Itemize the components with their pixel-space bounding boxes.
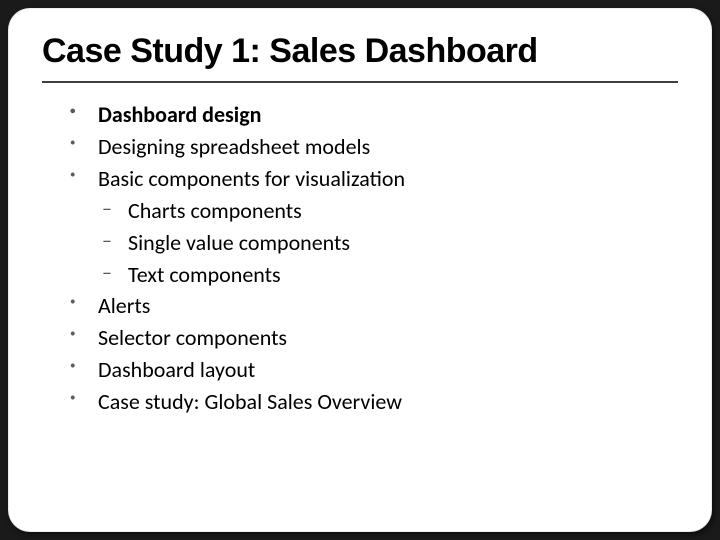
list-item-text: Dashboard layout <box>98 356 255 383</box>
sub-bullet-list: Charts components Single value component… <box>98 195 678 291</box>
sub-list-item: Charts components <box>128 195 678 227</box>
list-item-text: Basic components for visualization <box>98 165 405 192</box>
slide-title: Case Study 1: Sales Dashboard <box>42 32 678 71</box>
list-item: Basic components for visualization Chart… <box>98 163 678 291</box>
title-divider <box>42 81 678 83</box>
sub-list-item: Text components <box>128 259 678 291</box>
list-item: Selector components <box>98 322 678 354</box>
sub-list-item: Single value components <box>128 227 678 259</box>
list-item: Dashboard design <box>98 99 678 131</box>
slide-frame: Case Study 1: Sales Dashboard Dashboard … <box>8 8 712 532</box>
sub-list-item-text: Single value components <box>128 229 350 256</box>
slide-body: Dashboard design Designing spreadsheet m… <box>42 97 678 418</box>
sub-list-item-text: Charts components <box>128 197 302 224</box>
list-item: Designing spreadsheet models <box>98 131 678 163</box>
list-item-text: Selector components <box>98 324 287 351</box>
list-item-text: Case study: Global Sales Overview <box>98 388 402 415</box>
list-item-text: Alerts <box>98 292 150 319</box>
sub-list-item-text: Text components <box>128 261 281 288</box>
list-item: Dashboard layout <box>98 354 678 386</box>
list-item: Alerts <box>98 290 678 322</box>
list-item: Case study: Global Sales Overview <box>98 386 678 418</box>
list-item-text: Dashboard design <box>98 101 261 128</box>
list-item-text: Designing spreadsheet models <box>98 133 370 160</box>
bullet-list: Dashboard design Designing spreadsheet m… <box>42 99 678 418</box>
